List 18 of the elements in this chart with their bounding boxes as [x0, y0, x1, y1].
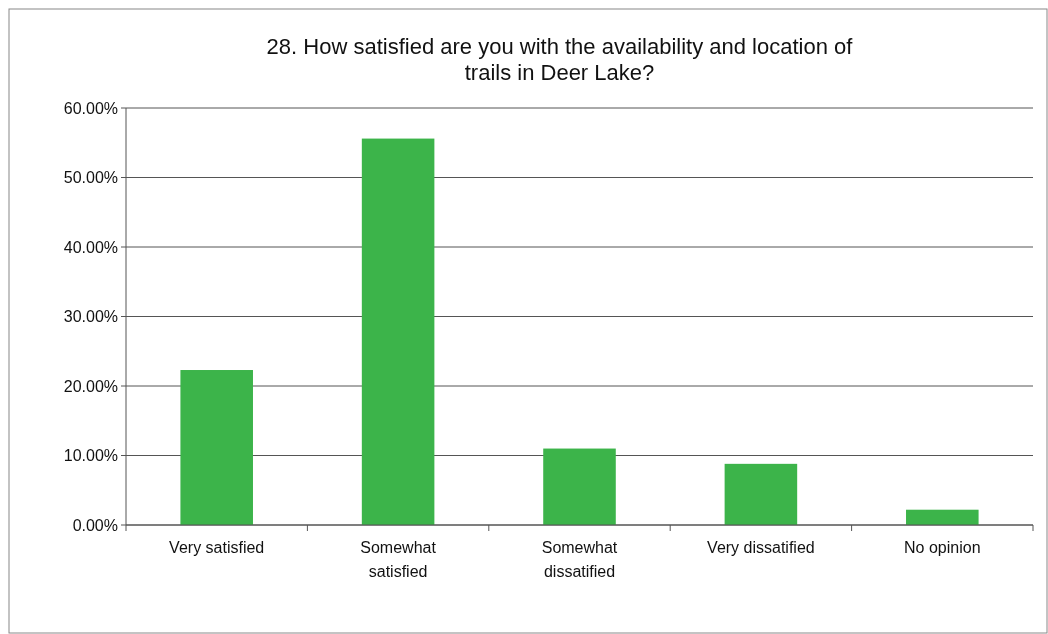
y-tick-label: 20.00% — [63, 377, 118, 395]
x-tick-label: Somewhat dissatified — [541, 539, 618, 580]
y-tick-label: 0.00% — [72, 516, 118, 534]
y-tick-label: 40.00% — [63, 238, 118, 256]
y-tick-label: 60.00% — [63, 99, 118, 117]
x-tick-label: No opinion — [904, 539, 981, 556]
x-tick-label: Very satisfied — [169, 539, 265, 556]
y-tick-label: 50.00% — [63, 169, 118, 187]
x-tick-label: Somewhat satisfied — [360, 539, 437, 580]
bar — [361, 138, 435, 525]
bar — [180, 370, 253, 525]
x-tick-label: Very dissatified — [707, 539, 815, 556]
bar — [906, 509, 979, 525]
chart-title: 28. How satisfied are you with the availability and location of trails in Deer Lake? — [266, 34, 854, 85]
bar — [543, 448, 616, 525]
bar — [724, 463, 798, 525]
y-tick-label: 10.00% — [63, 447, 118, 465]
y-tick-label: 30.00% — [63, 308, 118, 326]
